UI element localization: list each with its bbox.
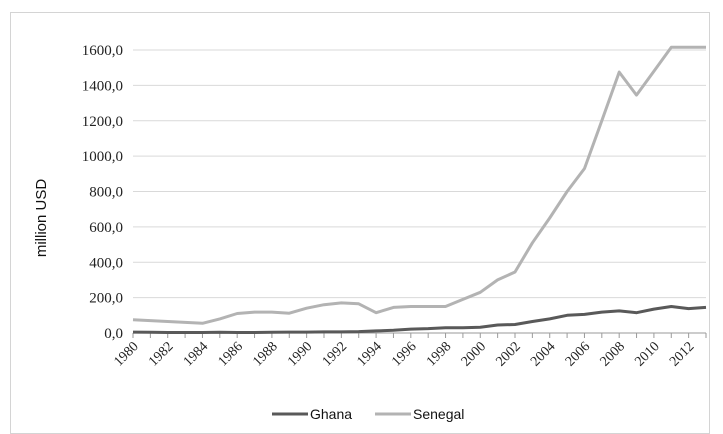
series-line-senegal — [132, 45, 706, 325]
x-tick-label: 2010 — [632, 339, 662, 369]
gridlines — [133, 49, 706, 334]
y-tick-label: 1200,0 — [82, 114, 123, 130]
x-tick-label: 2004 — [528, 339, 558, 369]
series-lines — [132, 45, 707, 334]
x-tick-label: 1996 — [389, 339, 419, 369]
y-tick-label: 1000,0 — [82, 149, 123, 165]
x-tick-label: 2012 — [667, 339, 697, 369]
y-tick-label: 200,0 — [89, 291, 123, 307]
x-tick-label: 2006 — [563, 339, 593, 369]
x-tick-label: 1980 — [111, 339, 141, 369]
x-tick-label: 1988 — [250, 339, 280, 369]
y-tick-label: 1600,0 — [82, 43, 123, 59]
legend-label: Senegal — [413, 406, 464, 422]
y-tick-label: 400,0 — [89, 255, 123, 271]
chart-frame — [10, 12, 710, 434]
x-axis: 1980 1982 1984 1986 1988 1990 1992 1994 1996 1998… — [111, 332, 707, 370]
y-tick-label: 1400,0 — [82, 78, 123, 94]
y-axis-ticks: 0,0 200,0 400,0 600,0 800,0 1000,0 1200,0 1400,… — [82, 43, 123, 342]
y-tick-label: 600,0 — [89, 220, 123, 236]
legend-label: Ghana — [310, 406, 352, 422]
y-tick-label: 0,0 — [104, 326, 123, 342]
x-tick-label: 1986 — [216, 339, 246, 369]
y-axis-label: million USD — [33, 179, 50, 258]
x-tick-label: 2008 — [598, 339, 628, 369]
x-tick-label: 1982 — [146, 339, 176, 369]
x-tick-label: 1984 — [181, 339, 211, 369]
y-tick-label: 800,0 — [89, 185, 123, 201]
legend: Ghana Senegal — [272, 406, 464, 422]
x-tick-label: 2000 — [459, 339, 489, 369]
x-tick-label: 1990 — [285, 339, 315, 369]
x-tick-label: 1992 — [320, 339, 350, 369]
x-tick-label: 2002 — [493, 339, 523, 369]
x-tick-label: 1994 — [355, 339, 385, 369]
series-line-ghana — [132, 305, 707, 334]
x-tick-label: 1998 — [424, 339, 454, 369]
